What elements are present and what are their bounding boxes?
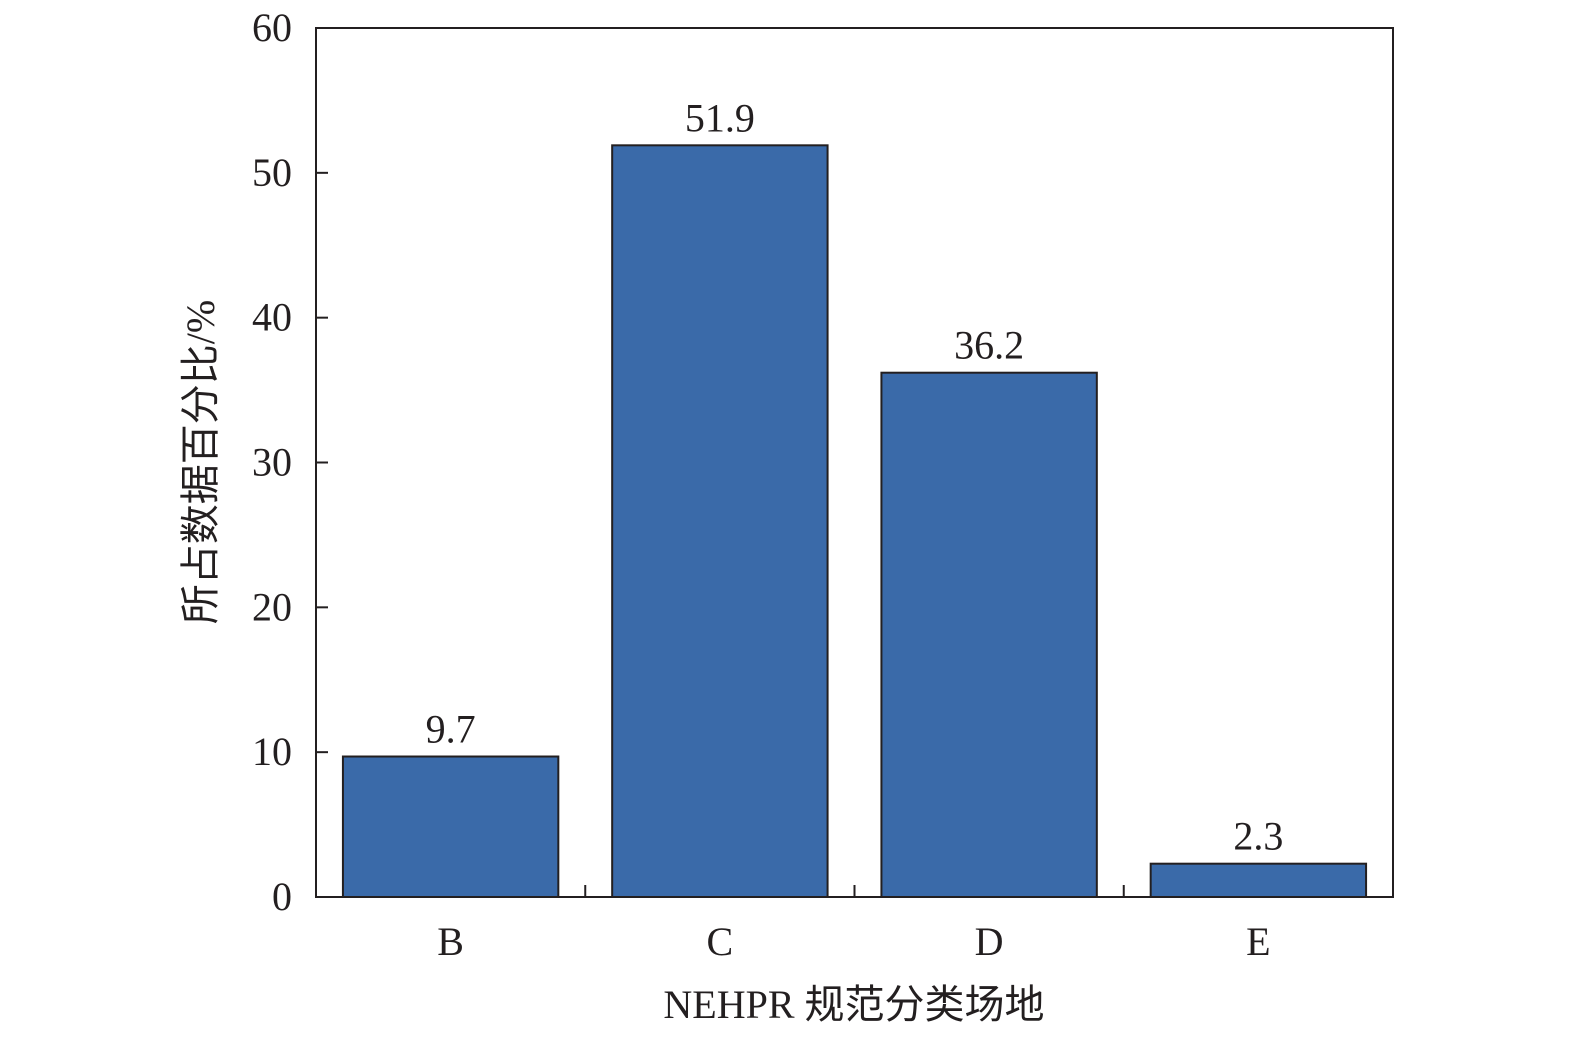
y-tick-label: 50: [252, 150, 292, 195]
x-tick-label: C: [707, 919, 734, 964]
y-tick-label: 40: [252, 295, 292, 340]
bar-B: [341, 755, 560, 898]
data-label-B: 9.7: [426, 707, 476, 752]
data-label-D: 36.2: [954, 323, 1024, 368]
x-tick-label: E: [1246, 919, 1270, 964]
y-tick-label: 30: [252, 440, 292, 485]
plot-frame: [315, 27, 1394, 898]
labels-layer: 0 10 20 30 40 50 60 B 9.7 C 51.9 D 36.2 E 2.3: [252, 5, 1283, 964]
x-tick-label: B: [437, 919, 464, 964]
data-label-E: 2.3: [1233, 814, 1283, 859]
y-tick-label: 0: [272, 874, 292, 919]
y-tick-label: 60: [252, 5, 292, 50]
bar-D: [880, 371, 1098, 899]
y-tick-label: 20: [252, 584, 292, 629]
bar-E: [1149, 862, 1368, 899]
x-axis-title: NEHPR 规范分类场地: [663, 982, 1044, 1027]
y-axis-title: 所占数据百分比/%: [178, 300, 223, 624]
y-tick-label: 10: [252, 729, 292, 774]
x-tick-label: D: [975, 919, 1004, 964]
bar-C: [611, 144, 829, 898]
bars-layer: [341, 144, 1368, 899]
data-label-C: 51.9: [685, 95, 755, 140]
